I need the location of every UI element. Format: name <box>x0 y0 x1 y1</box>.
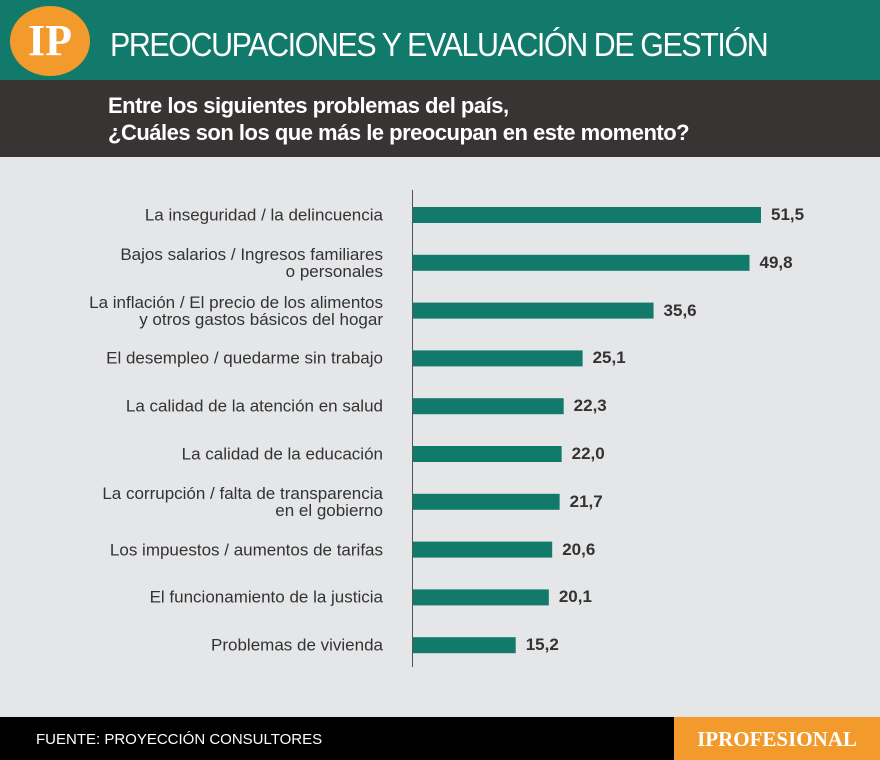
category-label: El desempleo / quedarme sin trabajo <box>106 348 383 368</box>
bar <box>413 589 549 606</box>
brand-box <box>674 717 880 760</box>
value-label: 35,6 <box>663 300 697 320</box>
category-label: La calidad de la atención en salud <box>125 396 383 416</box>
chart-subtitle: Entre los siguientes problemas del país,… <box>108 93 690 145</box>
category-label: La inflación / El precio de los alimento… <box>89 292 383 329</box>
category-label: La calidad de la educación <box>181 444 383 464</box>
value-label: 22,0 <box>571 444 605 463</box>
bar <box>413 254 750 271</box>
category-label: La inseguridad / la delincuencia <box>144 205 383 225</box>
bar <box>413 541 553 558</box>
brand: IPROFESIONAL <box>697 727 857 751</box>
category-label: Problemas de vivienda <box>211 635 383 655</box>
value-label: 22,3 <box>573 396 607 416</box>
chart-title: PREOCUPACIONES Y EVALUACIÓN DE GESTIÓN <box>110 26 769 63</box>
value-label: 51,5 <box>770 205 805 224</box>
value-label: 21,7 <box>569 491 603 511</box>
source: FUENTE: PROYECCIÓN CONSULTORES <box>36 731 323 748</box>
subtitle-band <box>0 80 880 157</box>
bar <box>413 207 761 223</box>
bar <box>413 398 564 415</box>
bar <box>413 493 560 510</box>
bar <box>413 637 516 654</box>
category-label: Bajos salarios / Ingresos familiares o p… <box>120 244 383 281</box>
bar <box>413 446 562 462</box>
value-label: 49,8 <box>759 252 793 272</box>
value-label: 25,1 <box>592 348 626 368</box>
value-label: 20,6 <box>562 539 596 559</box>
category-label: Los impuestos / aumentos de tarifas <box>109 540 383 560</box>
logo: IP <box>10 6 90 76</box>
value-label: 20,1 <box>558 587 592 607</box>
value-label: 15,2 <box>525 635 559 655</box>
bar <box>413 350 583 367</box>
category-label: La corrupción / falta de transparencia e… <box>102 483 383 520</box>
bar <box>413 302 654 319</box>
header-band <box>0 0 880 80</box>
category-label: El funcionamiento de la justicia <box>149 587 383 607</box>
